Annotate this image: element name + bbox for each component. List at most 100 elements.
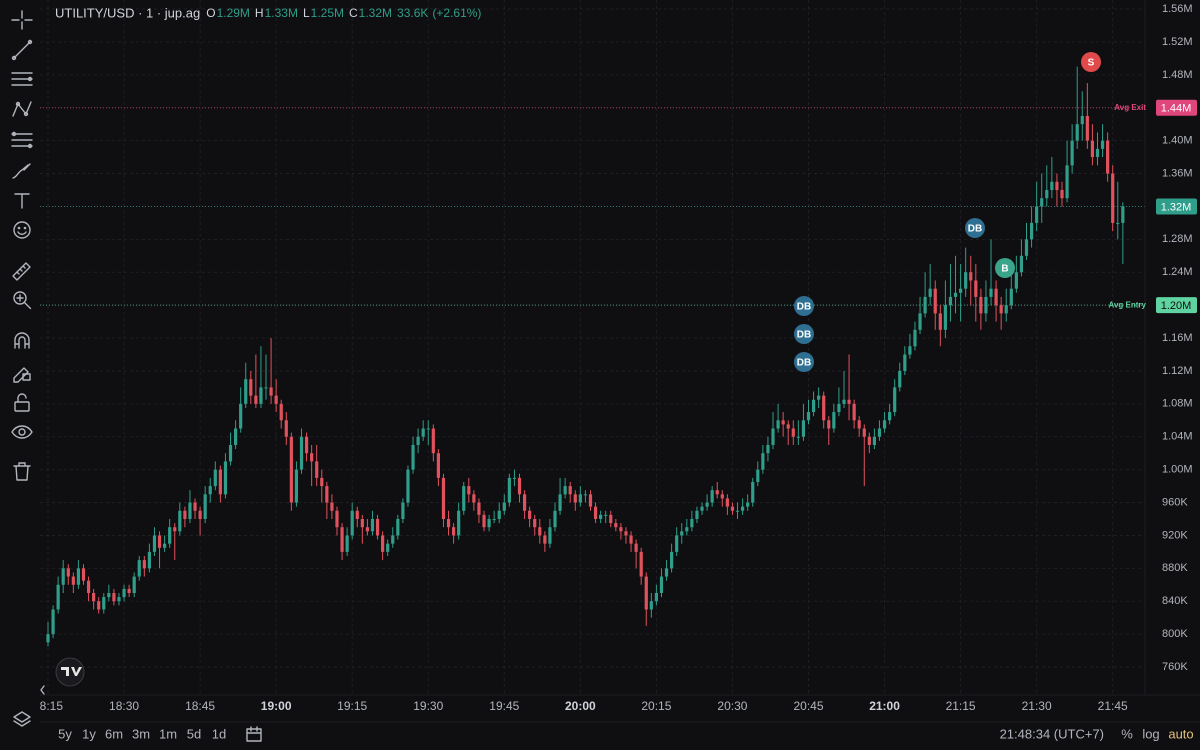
candle-body (568, 486, 572, 495)
range-button[interactable]: 6m (105, 726, 123, 741)
collapse-toggle[interactable] (40, 685, 45, 695)
candle-body (624, 531, 628, 536)
footer-bar: 21:48:34 (UTC+7) 5y 1y 6m 3m 1m 5d 1d% log auto (58, 726, 1194, 742)
date-range-button[interactable] (246, 726, 262, 742)
candle-body (1106, 140, 1110, 174)
trendline-tool[interactable] (11, 39, 33, 61)
candle-body (817, 395, 821, 400)
candle-body (725, 498, 729, 507)
candle-body (370, 518, 375, 532)
range-button[interactable]: 1m (159, 726, 177, 741)
candle-body (1019, 255, 1024, 273)
candle-body (76, 568, 81, 585)
x-tick-label: 19:00 (261, 699, 292, 713)
layers-tool[interactable] (13, 711, 31, 727)
candle-body (446, 518, 451, 528)
candle-body (46, 634, 50, 643)
delete-tool[interactable] (13, 462, 31, 481)
range-button[interactable]: 5d (187, 726, 201, 741)
candle-body (903, 354, 907, 371)
y-tick-label: 1.08M (1162, 398, 1193, 410)
candle-body (264, 387, 268, 389)
candle-body (847, 399, 851, 404)
candle-body (391, 535, 395, 544)
marker[interactable]: B (995, 258, 1015, 278)
fib-tool[interactable] (11, 131, 33, 149)
candle-body (735, 510, 740, 512)
candle-body (761, 453, 765, 470)
ohlc-value: 1.33M (265, 6, 298, 20)
crosshair-tool[interactable] (11, 10, 33, 30)
ruler-tool[interactable] (12, 262, 31, 281)
y-tick-label: 1.16M (1162, 332, 1193, 344)
candle-body (208, 486, 212, 495)
candle-body (619, 527, 623, 532)
x-tick-label: 21:00 (869, 699, 900, 713)
marker[interactable]: DB (965, 218, 985, 238)
range-button[interactable]: 3m (132, 726, 150, 741)
candle-body (436, 453, 440, 478)
candle-body (56, 584, 60, 610)
candle-body (979, 296, 983, 314)
candle-body (137, 560, 141, 577)
range-button[interactable]: 1y (82, 726, 96, 741)
lock-drawing-tool[interactable] (13, 367, 31, 383)
y-tick-label: 1.36M (1162, 167, 1193, 179)
marker[interactable]: S (1081, 52, 1101, 72)
candle-body (406, 469, 410, 503)
lines-tool[interactable] (11, 72, 33, 86)
candle-body (299, 436, 304, 470)
scale-option[interactable]: auto (1168, 726, 1193, 741)
marker[interactable]: DB (794, 296, 814, 316)
candle-body (81, 568, 86, 581)
scale-option[interactable]: log (1142, 726, 1159, 741)
candle-body (938, 313, 942, 330)
candle-body (796, 436, 800, 438)
candle-body (482, 514, 486, 528)
candle-body (86, 580, 91, 594)
x-tick-label: 20:00 (565, 699, 596, 713)
price-line-badge (1156, 297, 1197, 314)
candle-body (604, 514, 608, 516)
zoom-tool[interactable] (13, 291, 32, 310)
marker[interactable]: DB (794, 324, 814, 344)
lock-tool[interactable] (14, 393, 30, 412)
candle-body (558, 494, 562, 511)
emoji-tool[interactable] (13, 221, 31, 239)
range-button[interactable]: 5y (58, 726, 72, 741)
candle-body (502, 502, 506, 511)
candle-body (289, 436, 293, 503)
candle-body (421, 428, 425, 437)
candle-body (882, 420, 887, 429)
candle-body (365, 527, 370, 532)
candle-body (401, 502, 405, 519)
candle-body (811, 399, 816, 413)
candle-body (700, 506, 704, 511)
candle-body (92, 593, 96, 602)
ohlc-key: O (206, 6, 215, 20)
scale-option[interactable]: % (1121, 726, 1133, 741)
candle-body (593, 506, 598, 519)
text-tool[interactable] (14, 193, 30, 209)
candle-body (877, 428, 882, 437)
brush-tool[interactable] (12, 163, 31, 179)
pattern-tool[interactable] (12, 101, 32, 117)
candle-body (1060, 189, 1064, 199)
candle-body (1050, 181, 1054, 190)
magnet-tool[interactable] (14, 332, 30, 349)
candle-body (740, 506, 745, 511)
candle-body (553, 510, 557, 528)
candle-body (822, 395, 826, 421)
visibility-tool[interactable] (11, 425, 33, 439)
y-tick-label: 760K (1162, 661, 1188, 673)
marker[interactable]: DB (794, 352, 814, 372)
candle-body (908, 346, 912, 355)
ohlc-value: 1.32M (359, 6, 392, 20)
candle-body (274, 395, 278, 404)
candle-body (867, 436, 871, 445)
range-button[interactable]: 1d (212, 726, 226, 741)
candle-body (969, 272, 973, 281)
candle-body (893, 387, 897, 413)
